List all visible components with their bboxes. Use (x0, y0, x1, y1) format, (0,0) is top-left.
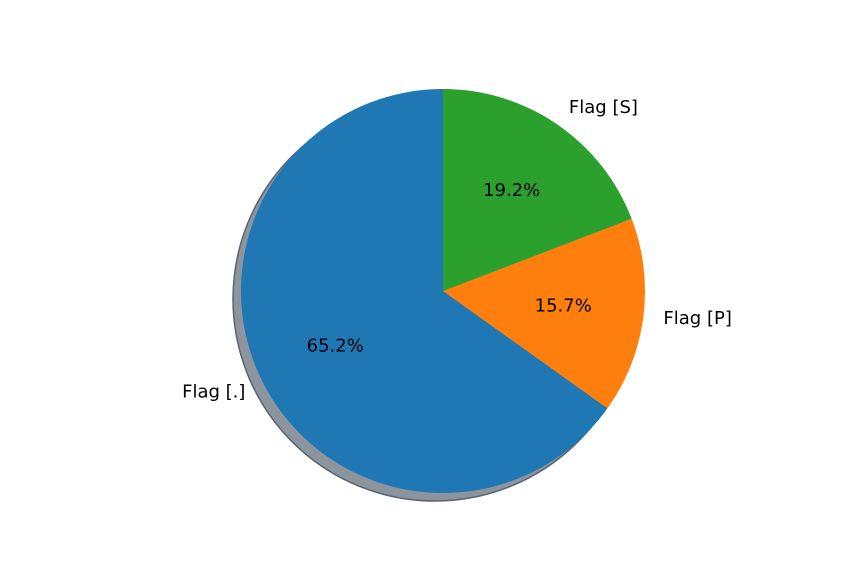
slice-pct-label-3: 19.2% (483, 180, 540, 201)
pie-slice-layer (241, 88, 645, 493)
pie-slice-2 (443, 218, 645, 409)
slice-pct-label-2: 15.7% (535, 295, 592, 316)
slice-pct-label-1: 65.2% (307, 335, 364, 356)
pie-slice-1 (241, 89, 608, 493)
pie-label-layer: Flag [.] 65.2% Flag [P] 15.7% Flag [S] 19.2% (182, 97, 732, 403)
slice-label-1: Flag [.] (182, 382, 245, 403)
slice-label-2: Flag [P] (663, 308, 731, 329)
pie-slice-3 (443, 88, 632, 291)
slice-label-3: Flag [S] (569, 97, 638, 118)
